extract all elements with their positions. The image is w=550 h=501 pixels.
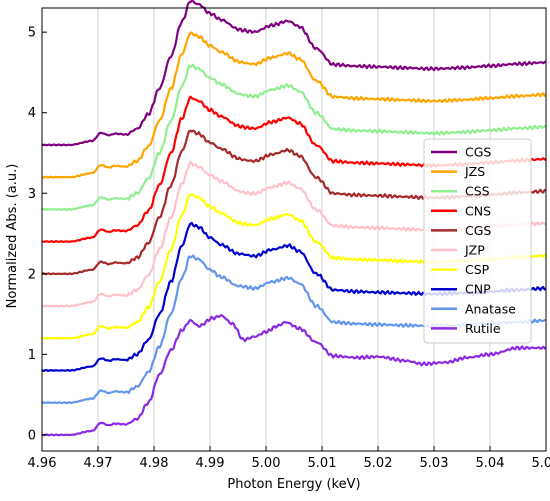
y-tick-label: 3 xyxy=(28,187,36,202)
legend-label: CGS xyxy=(465,145,491,160)
legend-label: CGS xyxy=(465,223,491,238)
y-tick-label: 2 xyxy=(28,267,36,282)
series-line-rutile xyxy=(41,314,547,437)
x-tick-label: 5.05 xyxy=(532,456,550,471)
series-line-css xyxy=(41,63,547,211)
x-tick-label: 5.00 xyxy=(252,456,281,471)
series-line-cgs xyxy=(41,0,547,147)
x-tick-label: 4.99 xyxy=(196,456,225,471)
y-tick-label: 4 xyxy=(28,106,36,121)
legend-label: Rutile xyxy=(465,321,501,336)
legend-label: JZS xyxy=(464,164,485,179)
legend-label: CNS xyxy=(465,203,491,218)
legend-label: JZP xyxy=(464,243,485,258)
y-axis-label: Normalized Abs. (a.u.) xyxy=(5,164,20,309)
legend-label: CSP xyxy=(465,262,490,277)
y-tick-label: 5 xyxy=(28,26,36,41)
plot-frame xyxy=(41,7,547,452)
x-tick-label: 5.02 xyxy=(364,456,393,471)
legend-label: Anatase xyxy=(465,301,516,316)
series-line-jzs xyxy=(41,31,547,179)
x-tick-label: 5.01 xyxy=(308,456,337,471)
x-tick-label: 4.97 xyxy=(84,456,113,471)
legend: CGS JZS CSS CNS CGS JZP CSP CNP Anatase Rutile xyxy=(423,138,532,344)
y-tick-label: 0 xyxy=(28,428,36,443)
x-tick-label: 4.96 xyxy=(28,456,57,471)
x-tick-label: 4.98 xyxy=(140,456,169,471)
y-tick-label: 1 xyxy=(28,348,36,363)
legend-label: CSS xyxy=(465,184,490,199)
x-tick-label: 5.04 xyxy=(476,456,505,471)
grid-layer xyxy=(97,8,491,451)
x-tick-label: 5.03 xyxy=(420,456,449,471)
tick-layer: 4.96 4.97 4.98 4.99 5.00 5.01 5.02 5.03 5.04 5.05… xyxy=(28,26,550,471)
x-axis-label: Photon Energy (keV) xyxy=(227,477,360,492)
legend-label: CNP xyxy=(465,282,491,297)
